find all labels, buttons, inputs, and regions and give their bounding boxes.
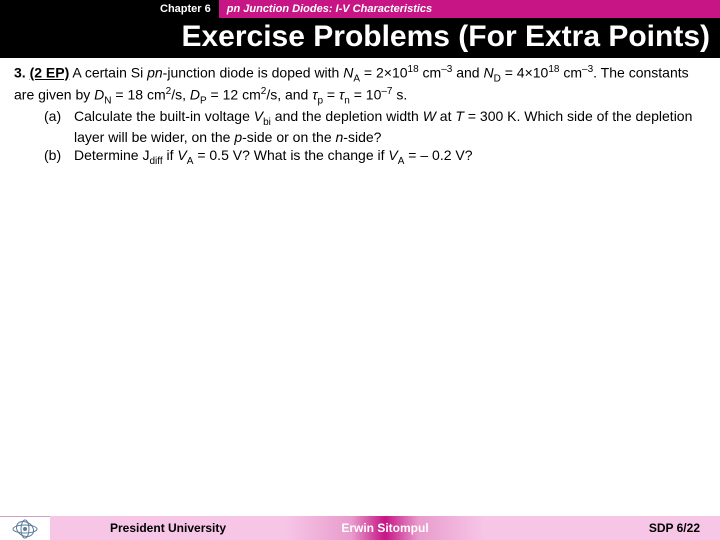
pn-italic: pn: [147, 65, 163, 81]
footer-university: President University: [110, 521, 226, 535]
tau-val: = 10: [350, 87, 382, 103]
part-a-text: Calculate the built-in voltage Vbi and t…: [74, 108, 706, 147]
footer: President University Erwin Sitompul SDP …: [0, 516, 720, 540]
footer-page: SDP 6/22: [649, 521, 700, 535]
dn-unit: /s,: [171, 87, 190, 103]
chapter-bar: Chapter 6 pn Junction Diodes: I-V Charac…: [0, 0, 720, 18]
topic-mid: Junction Diodes:: [240, 3, 335, 15]
intro-text-2: -junction diode is doped with: [163, 65, 344, 81]
chapter-topic-wrap: pn Junction Diodes: I-V Characteristics: [219, 0, 720, 18]
dn-val: = 18 cm: [112, 87, 166, 103]
pb-t2: if: [163, 147, 178, 163]
nd-sub: D: [494, 73, 501, 84]
exp18a: 18: [408, 64, 419, 75]
tau-unit: s.: [392, 87, 407, 103]
pa-t2: and the depletion width: [271, 108, 423, 124]
pb-t1: Determine J: [74, 147, 149, 163]
w-var: W: [423, 108, 436, 124]
expm3b: –3: [582, 64, 593, 75]
dn-var: D: [94, 87, 104, 103]
nd-var: N: [483, 65, 493, 81]
part-a-label: (a): [44, 108, 74, 147]
unit-cm-a: cm: [419, 65, 442, 81]
dp-unit: /s, and: [266, 87, 312, 103]
problem-intro: 3. (2 EP) A certain Si pn-junction diode…: [14, 64, 706, 108]
expm3a: –3: [441, 64, 452, 75]
tau-exp: –7: [381, 86, 392, 97]
chapter-topic: pn Junction Diodes: I-V Characteristics: [227, 3, 432, 15]
problem-content: 3. (2 EP) A certain Si pn-junction diode…: [0, 58, 720, 168]
university-logo-icon: [11, 519, 39, 539]
exp18b: 18: [548, 64, 559, 75]
pa-t6: -side?: [343, 129, 381, 145]
va-var: V: [177, 147, 186, 163]
footer-author: Erwin Sitompul: [341, 521, 428, 535]
dp-val: = 12 cm: [207, 87, 261, 103]
dp-sub: P: [200, 95, 207, 106]
eq1: = 2×10: [360, 65, 408, 81]
pa-t5: -side or on the: [242, 129, 335, 145]
dn-sub: N: [104, 95, 111, 106]
part-b-text: Determine Jdiff if VA = 0.5 V? What is t…: [74, 147, 706, 168]
problem-number: 3.: [14, 65, 26, 81]
intro-text-1: A certain Si: [72, 65, 147, 81]
footer-strip: President University Erwin Sitompul SDP …: [50, 516, 720, 540]
na-var: N: [343, 65, 353, 81]
p-var: p: [234, 129, 242, 145]
vbi-sub: bi: [263, 117, 271, 128]
footer-logo-box: [0, 516, 50, 540]
t-var: T: [455, 108, 464, 124]
topic-pn: pn: [227, 3, 240, 15]
ep-tag: (2 EP): [30, 65, 70, 81]
and1: and: [452, 65, 483, 81]
pa-t1: Calculate the built-in voltage: [74, 108, 254, 124]
page-title: Exercise Problems (For Extra Points): [181, 20, 710, 53]
unit-cm-b: cm: [559, 65, 582, 81]
parts-block: (a) Calculate the built-in voltage Vbi a…: [14, 108, 706, 168]
va2-var: V: [388, 147, 397, 163]
eq2: = 4×10: [501, 65, 549, 81]
pa-t3: at: [436, 108, 455, 124]
part-b: (b) Determine Jdiff if VA = 0.5 V? What …: [44, 147, 706, 168]
pb-t3: = 0.5 V? What is the change if: [193, 147, 388, 163]
part-a: (a) Calculate the built-in voltage Vbi a…: [44, 108, 706, 147]
jdiff-sub: diff: [149, 156, 162, 167]
vbi-var: V: [254, 108, 263, 124]
chapter-label: Chapter 6: [0, 3, 219, 15]
pb-t4: = – 0.2 V?: [404, 147, 472, 163]
topic-suffix: Characteristics: [350, 3, 433, 15]
title-bar: Exercise Problems (For Extra Points): [0, 18, 720, 58]
topic-iv: I-V: [336, 3, 350, 15]
part-b-label: (b): [44, 147, 74, 168]
dp-var: D: [190, 87, 200, 103]
eq-tau: =: [323, 87, 339, 103]
